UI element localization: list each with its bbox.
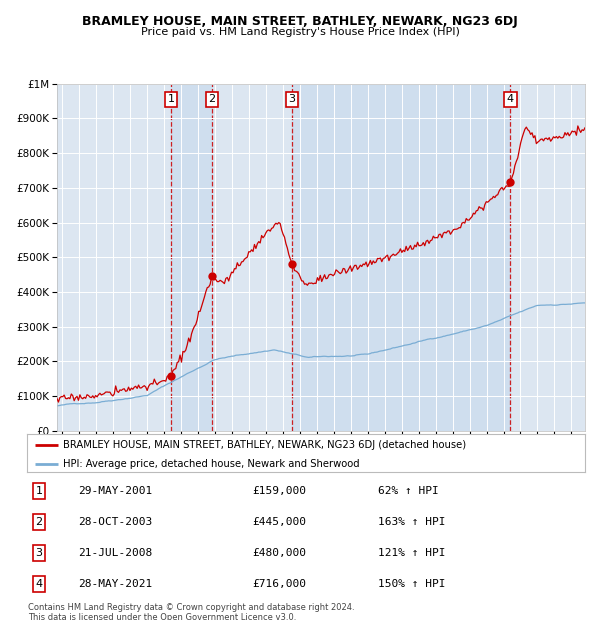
Text: HPI: Average price, detached house, Newark and Sherwood: HPI: Average price, detached house, Newa… bbox=[63, 459, 360, 469]
Text: 163% ↑ HPI: 163% ↑ HPI bbox=[378, 517, 445, 527]
Text: 28-MAY-2021: 28-MAY-2021 bbox=[78, 579, 152, 589]
Text: 3: 3 bbox=[35, 548, 43, 558]
Text: 121% ↑ HPI: 121% ↑ HPI bbox=[378, 548, 445, 558]
Text: 150% ↑ HPI: 150% ↑ HPI bbox=[378, 579, 445, 589]
Text: 2: 2 bbox=[208, 94, 215, 104]
Text: 21-JUL-2008: 21-JUL-2008 bbox=[78, 548, 152, 558]
Bar bbox=[292, 84, 511, 431]
Text: Price paid vs. HM Land Registry's House Price Index (HPI): Price paid vs. HM Land Registry's House … bbox=[140, 27, 460, 37]
Text: BRAMLEY HOUSE, MAIN STREET, BATHLEY, NEWARK, NG23 6DJ (detached house): BRAMLEY HOUSE, MAIN STREET, BATHLEY, NEW… bbox=[63, 440, 466, 450]
Text: 3: 3 bbox=[289, 94, 296, 104]
Text: £480,000: £480,000 bbox=[252, 548, 306, 558]
Text: £716,000: £716,000 bbox=[252, 579, 306, 589]
Text: £159,000: £159,000 bbox=[252, 486, 306, 496]
Bar bbox=[171, 84, 212, 431]
Text: 28-OCT-2003: 28-OCT-2003 bbox=[78, 517, 152, 527]
Text: 1: 1 bbox=[35, 486, 43, 496]
Text: 62% ↑ HPI: 62% ↑ HPI bbox=[378, 486, 439, 496]
Text: 29-MAY-2001: 29-MAY-2001 bbox=[78, 486, 152, 496]
Text: 2: 2 bbox=[35, 517, 43, 527]
Text: 4: 4 bbox=[35, 579, 43, 589]
Text: £445,000: £445,000 bbox=[252, 517, 306, 527]
Text: Contains HM Land Registry data © Crown copyright and database right 2024.
This d: Contains HM Land Registry data © Crown c… bbox=[28, 603, 355, 620]
Text: 1: 1 bbox=[167, 94, 175, 104]
Text: 4: 4 bbox=[507, 94, 514, 104]
Text: BRAMLEY HOUSE, MAIN STREET, BATHLEY, NEWARK, NG23 6DJ: BRAMLEY HOUSE, MAIN STREET, BATHLEY, NEW… bbox=[82, 16, 518, 29]
